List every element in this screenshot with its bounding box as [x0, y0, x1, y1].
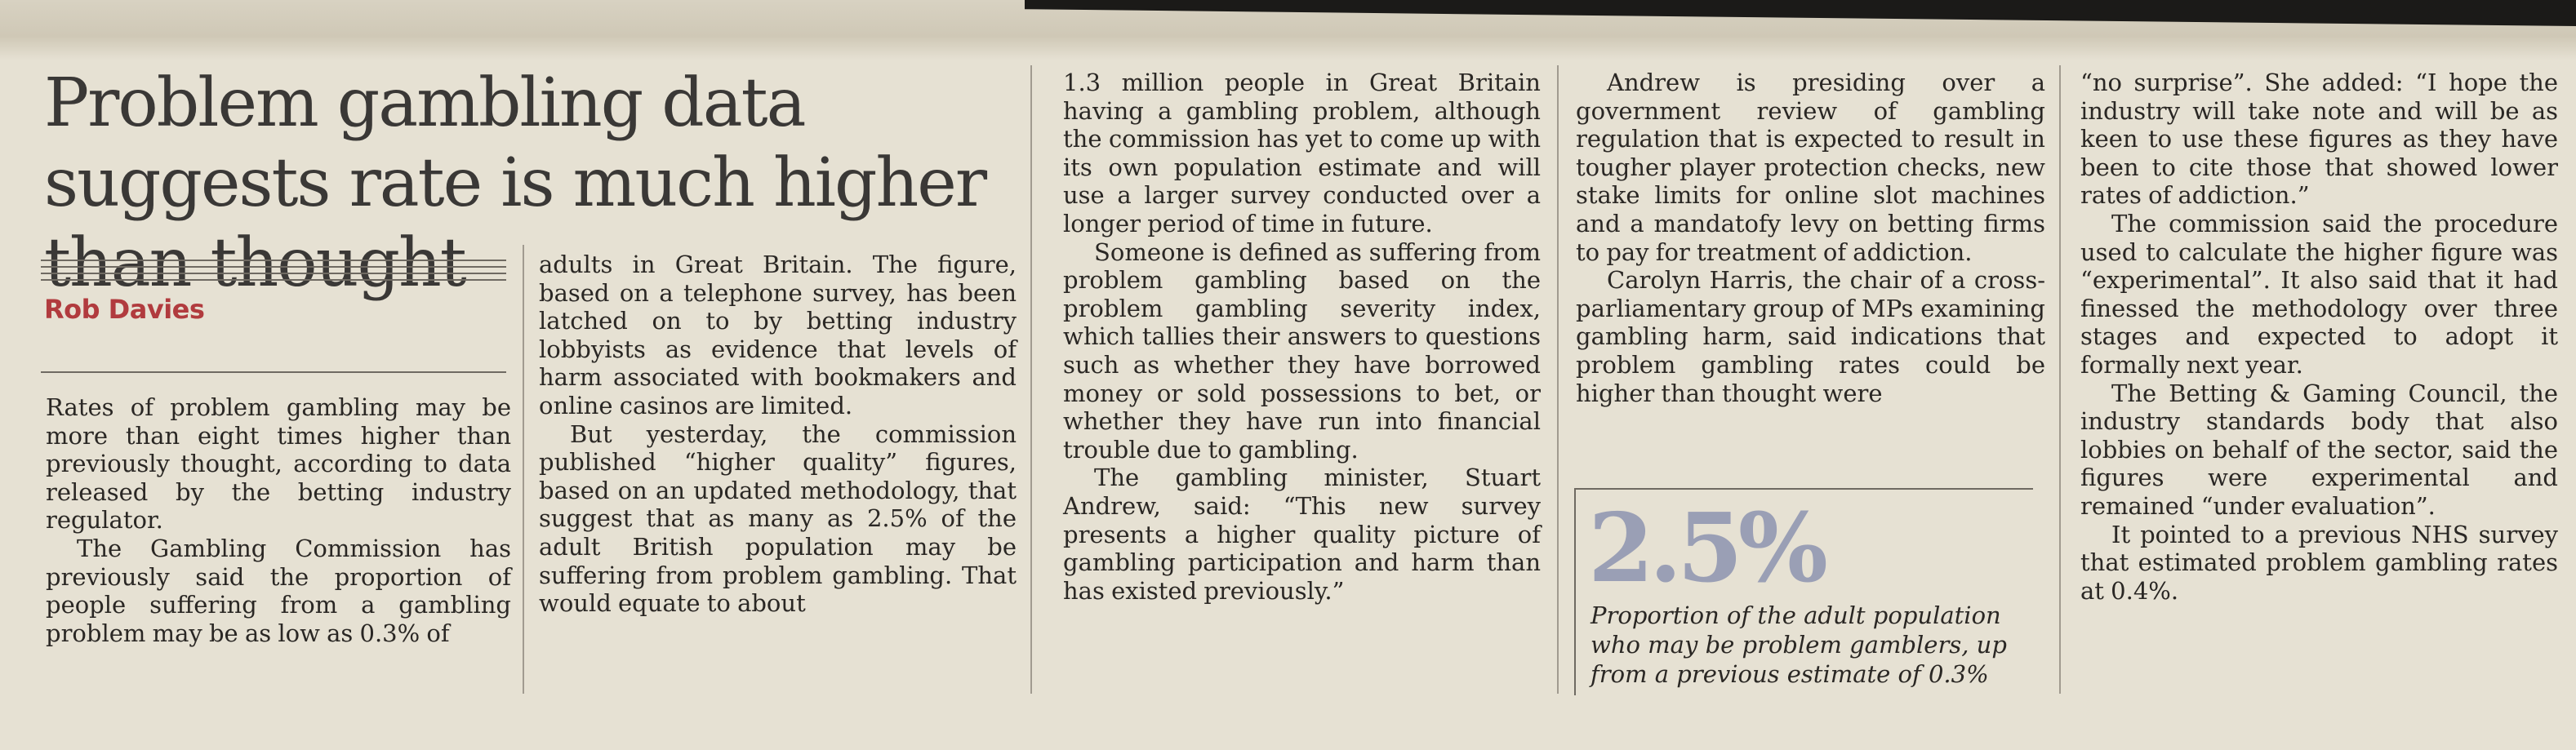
pull-quote-caption: Proportion of the adult population who m…: [1591, 601, 2007, 688]
column-divider: [1030, 65, 1032, 694]
byline: Rob Davies: [44, 294, 205, 325]
paragraph: It pointed to a previous NHS survey that…: [2080, 520, 2558, 605]
paragraph: 1.3 million people in Great Britain havi…: [1063, 69, 1541, 237]
column-3: 1.3 million people in Great Britain havi…: [1063, 69, 1541, 605]
paragraph: But yesterday, the commission published …: [539, 419, 1017, 618]
paragraph: The Gambling Commission has previously s…: [46, 534, 511, 647]
page-top-edge: [0, 0, 2576, 60]
paragraph: The commission said the procedure used t…: [2080, 209, 2558, 379]
paragraph: Rates of problem gambling may be more th…: [46, 393, 511, 535]
column-divider: [523, 245, 524, 694]
paragraph: Andrew is presiding over a government re…: [1576, 69, 2045, 266]
paragraph: “no surprise”. She added: “I hope the in…: [2080, 69, 2558, 210]
column-4: Andrew is presiding over a government re…: [1576, 69, 2045, 407]
pull-quote-figure: 2.5%: [1588, 493, 1828, 604]
column-2: adults in Great Britain. The figure, bas…: [539, 251, 1017, 618]
paragraph: Someone is defined as suffering from pro…: [1063, 237, 1541, 464]
column-5: “no surprise”. She added: “I hope the in…: [2080, 69, 2558, 605]
column-1: Rates of problem gambling may be more th…: [46, 393, 511, 647]
pull-quote-box: [1574, 488, 2033, 695]
paragraph: adults in Great Britain. The figure, bas…: [539, 251, 1017, 419]
column-divider: [1557, 65, 1559, 694]
column-divider: [2059, 65, 2061, 694]
byline-divider: [41, 371, 506, 373]
paragraph: Carolyn Harris, the chair of a cross-par…: [1576, 266, 2045, 407]
paragraph: The Betting & Gaming Council, the indust…: [2080, 379, 2558, 520]
torn-edge-shadow: [1025, 0, 2576, 26]
byline-rules: [41, 260, 506, 286]
paragraph: The gambling minister, Stuart Andrew, sa…: [1063, 464, 1541, 605]
headline: Problem gambling data suggests rate is m…: [44, 64, 987, 302]
